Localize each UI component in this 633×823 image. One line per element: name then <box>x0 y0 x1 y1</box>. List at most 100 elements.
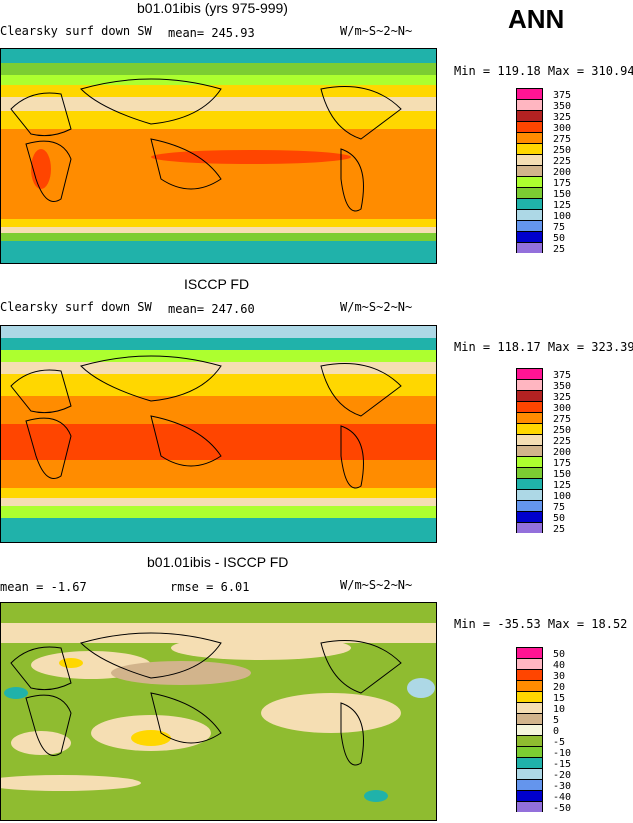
colorbar-swatch <box>516 231 543 242</box>
panel3-map <box>0 602 437 821</box>
colorbar-label: 300 <box>553 123 572 134</box>
panel2-colorbar-boxes: 375 350 325 300 275 250 225 200 175 150 125 100 75 50… <box>516 368 571 535</box>
panel2-map <box>0 325 437 543</box>
panel2-title: ISCCP FD <box>184 276 250 292</box>
colorbar-label: 0 <box>553 726 560 737</box>
panel1-title: b01.01ibis (yrs 975-999) <box>137 0 288 16</box>
colorbar-label: 225 <box>553 436 572 447</box>
panel3-mean-label: mean = <box>0 580 44 594</box>
colorbar-swatch <box>516 121 543 132</box>
colorbar-label: 250 <box>553 425 572 436</box>
panel1-colorbar: 375 350 325 300 275 250 225 200 175 150 125 100 75 50… <box>516 88 571 255</box>
colorbar-label: 100 <box>553 491 572 502</box>
panel3-rmse-label: rmse = <box>170 580 214 594</box>
colorbar-swatch <box>516 110 543 121</box>
panel3-title: b01.01ibis - ISCCP FD <box>147 554 289 570</box>
panel3-mean: mean = -1.67 <box>0 580 87 594</box>
colorbar-swatch <box>516 724 543 735</box>
panel2-field-label: Clearsky surf down SW <box>0 300 152 314</box>
panel3-rmse-value: 6.01 <box>220 580 250 594</box>
colorbar-swatch <box>516 511 543 522</box>
colorbar-label: 175 <box>553 458 572 469</box>
panel2-units: W/m~S~2~N~ <box>340 300 413 314</box>
colorbar-swatch <box>516 735 543 746</box>
colorbar-label: 10 <box>553 704 566 715</box>
colorbar-swatch <box>516 500 543 511</box>
colorbar-swatch <box>516 412 543 423</box>
colorbar-swatch <box>516 187 543 198</box>
colorbar-label: -10 <box>553 748 572 759</box>
panel2-mean-label: mean= <box>168 302 205 316</box>
colorbar-label: 50 <box>553 233 566 244</box>
colorbar-swatch <box>516 99 543 110</box>
colorbar-swatch <box>516 702 543 713</box>
colorbar-label: 200 <box>553 447 572 458</box>
colorbar-label: 150 <box>553 469 572 480</box>
colorbar-label: 225 <box>553 156 572 167</box>
colorbar-label: 125 <box>553 200 572 211</box>
colorbar-label: -40 <box>553 792 572 803</box>
colorbar-label: -20 <box>553 770 572 781</box>
colorbar-swatch <box>516 165 543 176</box>
colorbar-label: 40 <box>553 660 566 671</box>
colorbar-label: 200 <box>553 167 572 178</box>
colorbar-swatch <box>516 209 543 220</box>
colorbar-swatch <box>516 154 543 165</box>
panel3-map-graphic <box>1 603 436 820</box>
colorbar-label: 75 <box>553 222 566 233</box>
colorbar-label: -30 <box>553 781 572 792</box>
colorbar-swatch <box>516 368 543 379</box>
panel3-rmse: rmse = 6.01 <box>170 580 250 594</box>
panel2-mean: mean= 247.60 <box>168 302 255 316</box>
colorbar-label: 375 <box>553 90 572 101</box>
colorbar-label: 100 <box>553 211 572 222</box>
colorbar-label: 300 <box>553 403 572 414</box>
colorbar-swatch <box>516 757 543 768</box>
panel2-mean-value: 247.60 <box>211 302 255 316</box>
colorbar-swatch <box>516 489 543 500</box>
panel1-field-label: Clearsky surf down SW <box>0 24 152 38</box>
panel3-colorbar-boxes: 50 40 30 20 15 10 5 0 -5 -10 -15 -20 -30 -40 -50 <box>516 647 571 814</box>
colorbar-label: 125 <box>553 480 572 491</box>
colorbar-swatch <box>516 176 543 187</box>
colorbar-label: 15 <box>553 693 566 704</box>
panel1-mean-label: mean= <box>168 26 205 40</box>
colorbar-label: 30 <box>553 671 566 682</box>
colorbar-label: 250 <box>553 145 572 156</box>
colorbar-label: -50 <box>553 803 572 814</box>
panel2-minmax: Min = 118.17 Max = 323.39 <box>454 340 633 354</box>
colorbar-swatch <box>516 522 543 533</box>
colorbar-label: 350 <box>553 101 572 112</box>
colorbar-label: 50 <box>553 513 566 524</box>
colorbar-swatch <box>516 456 543 467</box>
colorbar-swatch <box>516 220 543 231</box>
colorbar-swatch <box>516 379 543 390</box>
colorbar-label: 150 <box>553 189 572 200</box>
colorbar-swatch <box>516 434 543 445</box>
panel3-mean-value: -1.67 <box>50 580 87 594</box>
panel2-colorbar: 375 350 325 300 275 250 225 200 175 150 125 100 75 50… <box>516 368 571 535</box>
panel1-mean-value: 245.93 <box>211 26 255 40</box>
colorbar-swatch <box>516 779 543 790</box>
colorbar-swatch <box>516 801 543 812</box>
colorbar-label: -5 <box>553 737 566 748</box>
colorbar-swatch <box>516 658 543 669</box>
colorbar-label: 175 <box>553 178 572 189</box>
colorbar-swatch <box>516 669 543 680</box>
colorbar-swatch <box>516 445 543 456</box>
colorbar-swatch <box>516 132 543 143</box>
panel1-colorbar-boxes: 375 350 325 300 275 250 225 200 175 150 125 100 75 50… <box>516 88 571 255</box>
colorbar-swatch <box>516 680 543 691</box>
colorbar-label: 375 <box>553 370 572 381</box>
colorbar-swatch <box>516 746 543 757</box>
colorbar-swatch <box>516 390 543 401</box>
colorbar-swatch <box>516 467 543 478</box>
colorbar-label: 275 <box>553 414 572 425</box>
colorbar-label: 50 <box>553 649 566 660</box>
panel1-map <box>0 48 437 264</box>
colorbar-label: 75 <box>553 502 566 513</box>
colorbar-label: 325 <box>553 392 572 403</box>
panel3-colorbar: 50 40 30 20 15 10 5 0 -5 -10 -15 -20 -30 -40 -50 <box>516 647 571 814</box>
colorbar-swatch <box>516 143 543 154</box>
colorbar-swatch <box>516 691 543 702</box>
